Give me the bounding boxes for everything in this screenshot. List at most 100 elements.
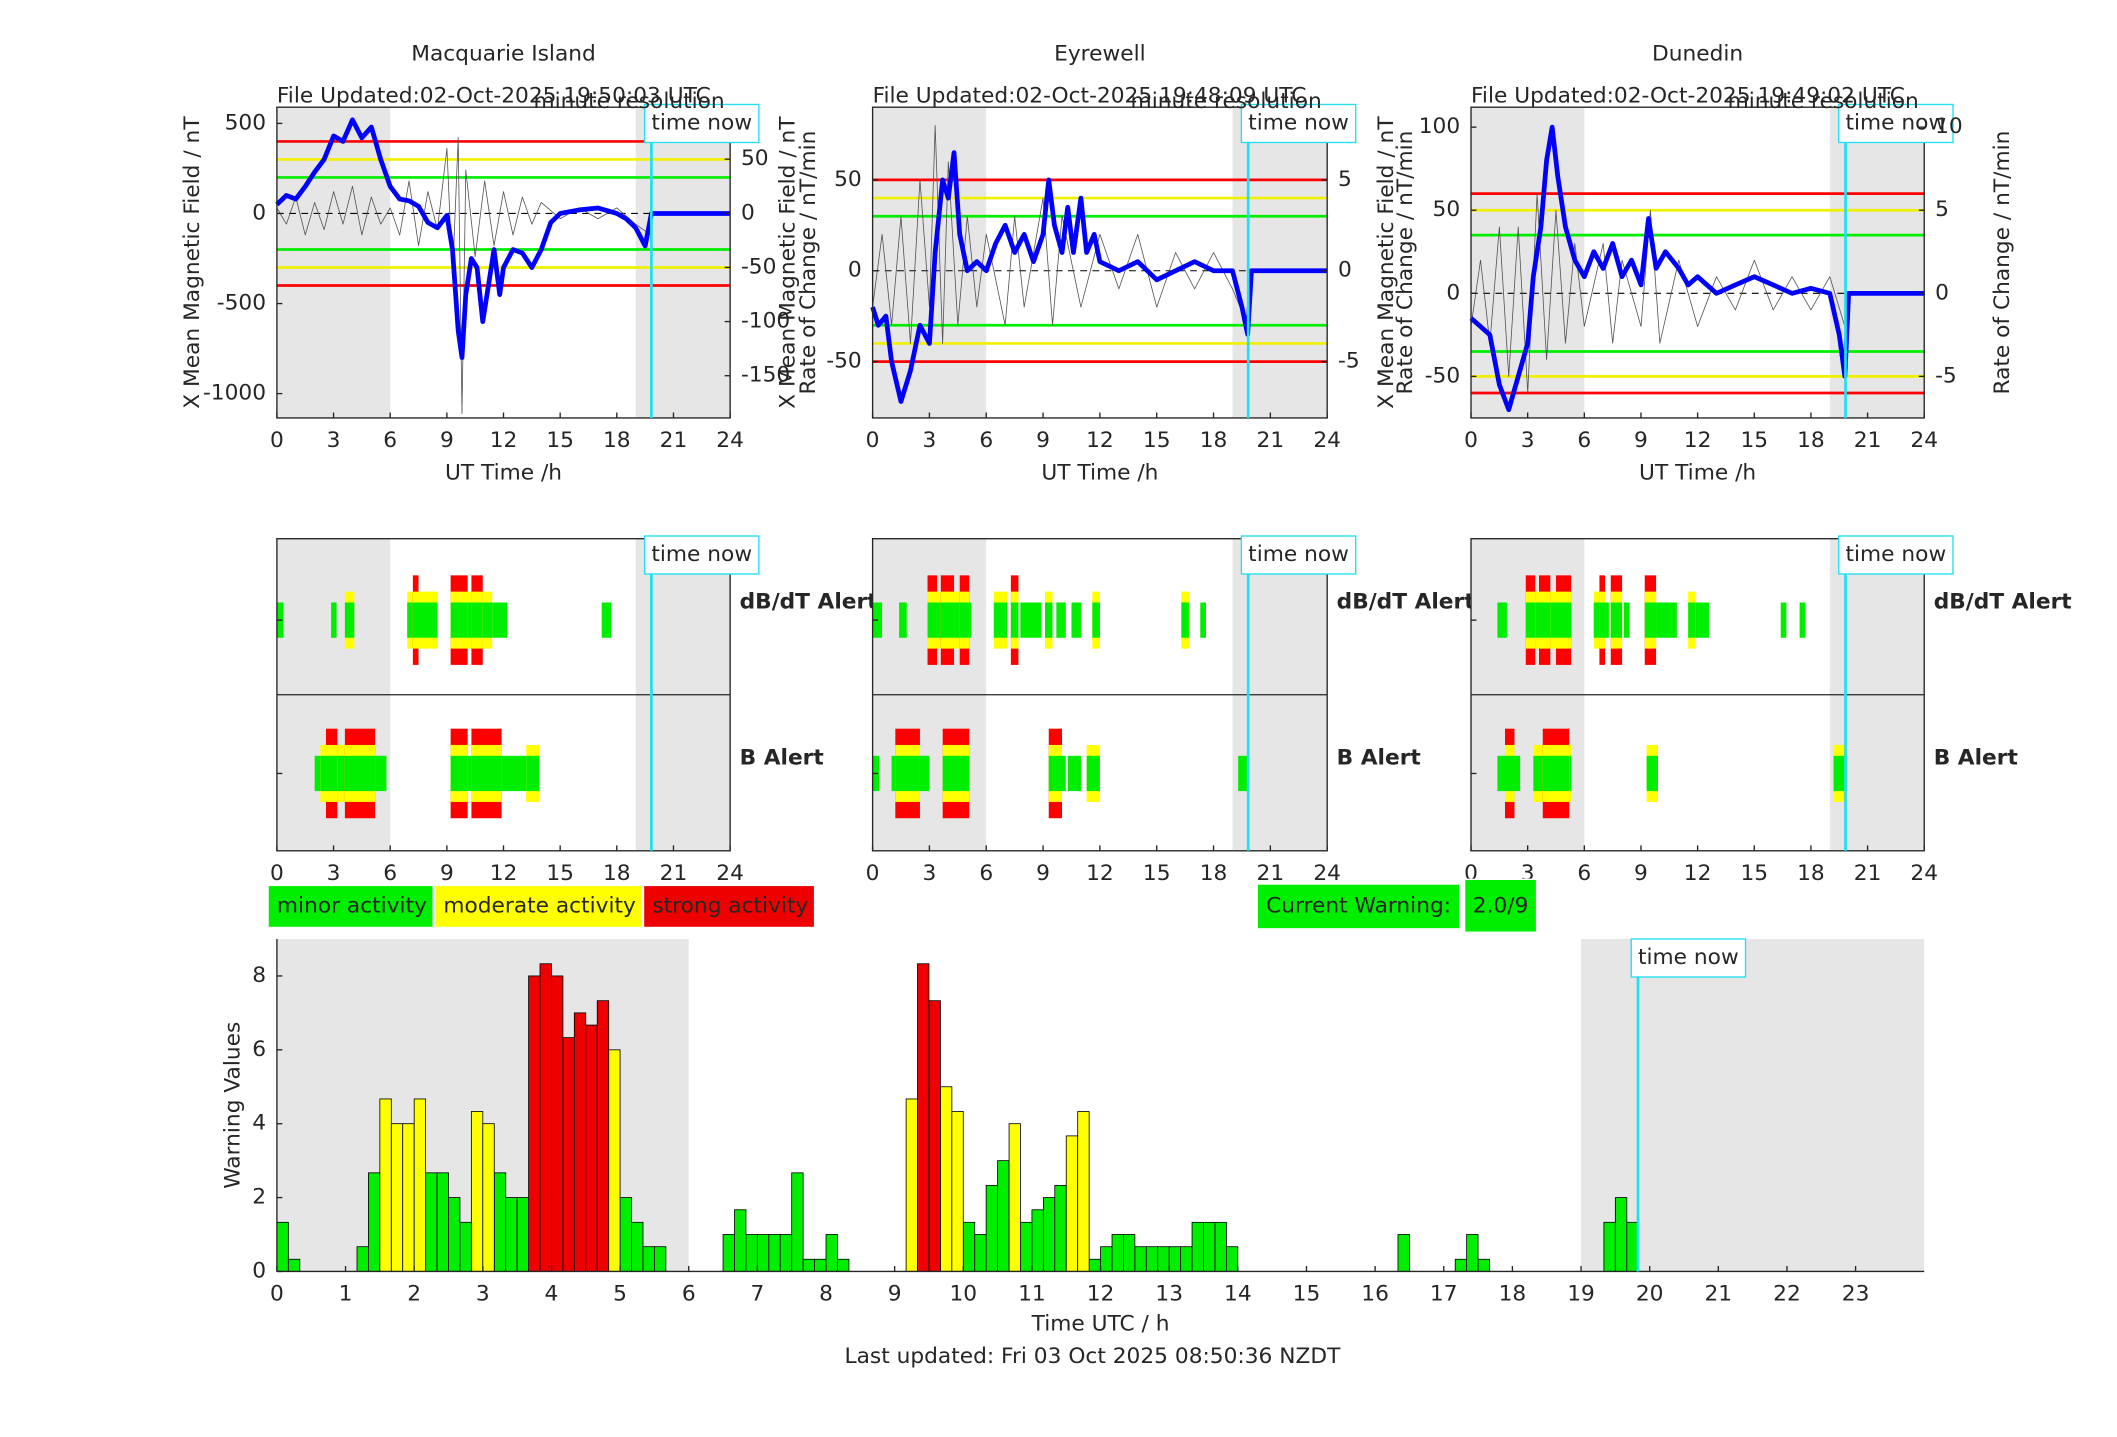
alert-segment: [1688, 602, 1696, 638]
alert-segment: [1593, 602, 1600, 638]
x-tick-label: 9: [1634, 428, 1648, 453]
y2-tick-label: 10: [1935, 114, 1963, 139]
x-tick-label: 18: [1797, 861, 1825, 886]
alert-segment: [412, 602, 419, 638]
bar: [642, 1246, 655, 1272]
time-now-label: time now: [1845, 542, 1946, 567]
x-tick-label: 24: [1313, 861, 1341, 886]
bar: [573, 1012, 587, 1272]
alert-segment: [1056, 602, 1066, 638]
bar: [1614, 1197, 1628, 1272]
bar: [1454, 1258, 1468, 1272]
alert-segment: [1538, 602, 1551, 638]
bar: [1065, 1135, 1079, 1272]
alert-segment: [1086, 755, 1100, 792]
alert-segment: [331, 602, 337, 638]
bar: [905, 1098, 918, 1272]
x-tick-label: 3: [923, 428, 937, 453]
alert-segment: [1200, 602, 1206, 638]
bar: [551, 975, 564, 1272]
x-tick-label: 13: [1155, 1282, 1183, 1307]
x-tick-label: 24: [1910, 861, 1938, 886]
bar: [814, 1258, 827, 1272]
x-tick-label: 7: [750, 1282, 764, 1307]
x-tick-label: 8: [819, 1282, 833, 1307]
x-tick-label: 0: [866, 428, 880, 453]
subtitle: File Updated:02-Oct-2025 19:50:03 UTC: [277, 83, 711, 108]
legend-swatch: [644, 886, 814, 927]
x-axis-label: UT Time /h: [1041, 461, 1158, 486]
x-tick-label: 20: [1636, 1282, 1664, 1307]
alert-segment: [1695, 602, 1709, 638]
x-tick-label: 0: [270, 1282, 284, 1307]
y-axis-label: X Mean Magnetic Field / nT: [1374, 116, 1399, 409]
x-tick-label: 18: [603, 428, 631, 453]
chart-title: Eyrewell: [1054, 41, 1146, 66]
bar: [367, 1172, 381, 1272]
bar: [413, 1098, 427, 1272]
legend-label: moderate activity: [443, 893, 636, 918]
x-tick-label: 12: [490, 861, 518, 886]
alert-segment: [1646, 755, 1658, 792]
alert-segment: [482, 602, 493, 638]
x-tick-label: 3: [476, 1282, 490, 1307]
time-now-label: time now: [651, 110, 752, 135]
bar: [940, 1086, 953, 1272]
alert-segment: [1514, 755, 1521, 792]
bar: [1008, 1123, 1021, 1272]
alert-segment: [1555, 602, 1572, 638]
time-now-label: time now: [1248, 542, 1349, 567]
x-tick-label: 18: [603, 861, 631, 886]
alert-segment: [344, 602, 355, 638]
y2-tick-label: -50: [741, 254, 776, 279]
alert-segment: [927, 602, 937, 638]
bar: [448, 1197, 461, 1272]
y-tick-label: 0: [252, 1258, 266, 1283]
bar: [951, 1111, 964, 1272]
bar: [1157, 1246, 1170, 1272]
alert-segment: [314, 755, 321, 792]
shaded-region: [635, 107, 731, 418]
bar: [779, 1234, 793, 1272]
line: [872, 124, 1249, 344]
bar: [516, 1197, 529, 1272]
alert-segment: [326, 755, 338, 792]
bar: [974, 1234, 987, 1272]
alert-segment: [375, 755, 387, 792]
alert-segment: [337, 755, 345, 792]
shaded-region: [1581, 939, 1925, 1272]
y-axis-label: X Mean Magnetic Field / nT: [775, 116, 800, 409]
bar: [562, 1037, 575, 1272]
alert-segment: [895, 755, 920, 792]
bar: [654, 1246, 667, 1272]
subtitle: File Updated:02-Oct-2025 19:49:02 UTC: [1471, 83, 1905, 108]
alert-segment: [344, 755, 376, 792]
x-tick-label: 24: [716, 861, 744, 886]
alert-segment: [467, 602, 472, 638]
x-tick-label: 18: [1200, 861, 1228, 886]
alert-segment: [450, 602, 468, 638]
x-tick-label: 24: [1313, 428, 1341, 453]
bar: [493, 1172, 507, 1272]
alert-segment: [891, 755, 896, 792]
x-tick-label: 15: [1143, 861, 1171, 886]
bar: [1397, 1234, 1410, 1272]
alert-segment: [1020, 602, 1042, 638]
x-tick-label: 0: [270, 861, 284, 886]
legend-label: strong activity: [652, 893, 808, 918]
x-tick-label: 21: [1854, 428, 1882, 453]
x-tick-label: 2: [407, 1282, 421, 1307]
y-tick-label: 50: [1433, 197, 1461, 222]
x-tick-label: 6: [1577, 428, 1591, 453]
line: [1469, 124, 1925, 413]
alert-segment: [1525, 602, 1536, 638]
bar: [802, 1258, 816, 1272]
bar: [459, 1221, 472, 1272]
alert-segment: [1799, 602, 1806, 638]
x-axis-label: UT Time /h: [445, 461, 562, 486]
x-tick-label: 10: [949, 1282, 977, 1307]
y2-tick-label: -150: [741, 363, 790, 388]
x-axis-label: Time UTC / h: [1031, 1311, 1170, 1336]
x-tick-label: 6: [383, 861, 397, 886]
time-now-box: [1838, 535, 1954, 575]
